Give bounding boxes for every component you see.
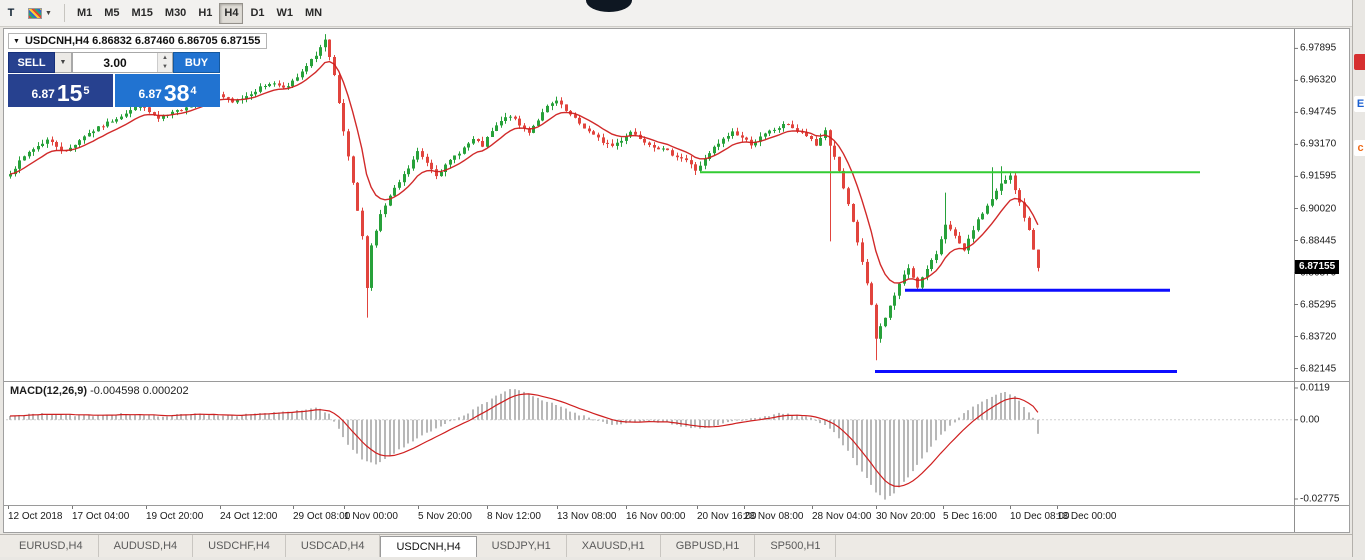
timeframe-d1[interactable]: D1 bbox=[250, 7, 265, 19]
price-label: 6.91595 bbox=[1300, 170, 1337, 182]
macd-value: -0.004598 bbox=[90, 385, 140, 397]
time-label: 5 Dec 16:00 bbox=[943, 511, 997, 522]
price-label: 6.83720 bbox=[1300, 331, 1337, 342]
buy-price-sup: 4 bbox=[190, 85, 197, 97]
toolbar-separator bbox=[63, 4, 65, 22]
timeframe-m30[interactable]: M30 bbox=[164, 7, 187, 19]
chart-tabs-bar: EURUSD,H4 AUDUSD,H4 USDCHF,H4 USDCAD,H4 USDC… bbox=[0, 534, 1353, 557]
time-label: 29 Oct 08:00 bbox=[293, 511, 351, 522]
chevron-down-icon: ▼ bbox=[45, 9, 52, 17]
time-label: 28 Nov 04:00 bbox=[812, 511, 872, 522]
macd-signal-value: 0.000202 bbox=[142, 385, 189, 397]
macd-axis-label: 0.0119 bbox=[1300, 382, 1330, 394]
desktop-icon-2[interactable]: E bbox=[1354, 96, 1365, 112]
price-label: 6.96320 bbox=[1300, 74, 1337, 86]
tab-usdcad-h4[interactable]: USDCAD,H4 bbox=[286, 535, 381, 557]
volume-field: ▲ ▼ bbox=[72, 52, 173, 73]
tab-audusd-h4[interactable]: AUDUSD,H4 bbox=[99, 535, 194, 557]
price-label: 6.85295 bbox=[1300, 299, 1337, 310]
volume-dropdown-button[interactable]: ▼ bbox=[55, 52, 72, 73]
tab-sp500-h1[interactable]: SP500,H1 bbox=[755, 535, 837, 557]
timeframe-h4[interactable]: H4 bbox=[219, 2, 244, 24]
tab-xauusd-h1[interactable]: XAUUSD,H1 bbox=[567, 535, 661, 557]
sell-price-prefix: 6.87 bbox=[31, 87, 55, 101]
buy-price-prefix: 6.87 bbox=[138, 87, 162, 101]
ohlc-info: ▼ USDCNH,H4 6.86832 6.87460 6.86705 6.87… bbox=[8, 33, 268, 49]
volume-spin-down[interactable]: ▼ bbox=[158, 62, 172, 72]
timeframe-m1[interactable]: M1 bbox=[76, 7, 93, 19]
time-label: 13 Nov 08:00 bbox=[557, 511, 617, 522]
tab-usdjpy-h1[interactable]: USDJPY,H1 bbox=[477, 535, 567, 557]
macd-axis-label: -0.02775 bbox=[1300, 493, 1340, 505]
time-label: 16 Nov 00:00 bbox=[626, 511, 686, 522]
chart-type-button[interactable]: T bbox=[1, 3, 21, 24]
tab-usdcnh-h4[interactable]: USDCNH,H4 bbox=[380, 536, 477, 557]
price-label: 6.93170 bbox=[1300, 138, 1337, 150]
time-label: 10 Dec 08:00 bbox=[1010, 511, 1070, 522]
background-logo-artifact bbox=[586, 0, 632, 12]
buy-price-big: 38 bbox=[163, 80, 190, 106]
price-label: 6.82145 bbox=[1300, 363, 1337, 374]
volume-spinner: ▲ ▼ bbox=[157, 53, 172, 72]
sell-price-sup: 5 bbox=[83, 85, 90, 97]
volume-input[interactable] bbox=[73, 53, 157, 72]
time-label: 19 Oct 20:00 bbox=[146, 511, 204, 522]
timeframe-w1[interactable]: W1 bbox=[276, 7, 294, 19]
time-label: 24 Oct 12:00 bbox=[220, 511, 278, 522]
desktop-icon-3[interactable]: c bbox=[1354, 140, 1365, 156]
ohlc-text: USDCNH,H4 6.86832 6.87460 6.86705 6.8715… bbox=[24, 35, 261, 47]
line-studies-button[interactable]: ▼ bbox=[23, 3, 57, 24]
timeframe-m15[interactable]: M15 bbox=[131, 7, 153, 19]
crayons-icon bbox=[28, 7, 42, 19]
timeframe-m5[interactable]: M5 bbox=[104, 7, 120, 19]
toolbar: T ▼ M1 M5 M15 M30 H1 H4 D1 W1 MN bbox=[0, 0, 1353, 27]
macd-axis-label: 0.00 bbox=[1300, 414, 1320, 426]
timeframe-mn[interactable]: MN bbox=[305, 7, 323, 19]
sell-price[interactable]: 6.87 15 5 bbox=[8, 74, 113, 107]
window-right-border bbox=[1352, 0, 1353, 557]
timeframe-group: M1 M5 M15 M30 H1 H4 D1 W1 MN bbox=[72, 2, 327, 24]
one-click-collapse-icon[interactable]: ▼ bbox=[13, 37, 20, 45]
one-click-panel: SELL ▼ ▲ ▼ BUY 6.87 15 5 6.87 38 4 bbox=[8, 52, 220, 107]
time-label: 8 Nov 12:00 bbox=[487, 511, 541, 522]
price-label: 6.88445 bbox=[1300, 235, 1337, 246]
price-label: 6.97895 bbox=[1300, 42, 1337, 54]
sell-button[interactable]: SELL bbox=[8, 52, 55, 73]
tab-eurusd-h4[interactable]: EURUSD,H4 bbox=[4, 535, 99, 557]
time-label: 20 Nov 16:00 bbox=[697, 511, 757, 522]
time-label: 12 Oct 2018 bbox=[8, 511, 63, 522]
volume-spin-up[interactable]: ▲ bbox=[158, 53, 172, 63]
time-label: 23 Nov 08:00 bbox=[744, 511, 804, 522]
macd-indicator-label: MACD(12,26,9) -0.004598 0.000202 bbox=[10, 385, 189, 397]
sell-price-big: 15 bbox=[56, 80, 83, 106]
buy-button[interactable]: BUY bbox=[173, 52, 220, 73]
current-price-tag: 6.87155 bbox=[1295, 259, 1340, 274]
time-label: 13 Dec 00:00 bbox=[1057, 511, 1117, 522]
tab-gbpusd-h1[interactable]: GBPUSD,H1 bbox=[661, 535, 756, 557]
macd-name: MACD(12,26,9) bbox=[10, 385, 88, 397]
price-label: 6.90020 bbox=[1300, 203, 1337, 214]
timeframe-h1[interactable]: H1 bbox=[198, 7, 213, 19]
chart-type-icon: T bbox=[7, 7, 15, 19]
time-label: 17 Oct 04:00 bbox=[72, 511, 130, 522]
time-label: 30 Nov 20:00 bbox=[876, 511, 936, 522]
desktop-icon-1[interactable] bbox=[1354, 54, 1365, 70]
time-label: 1 Nov 00:00 bbox=[344, 511, 398, 522]
time-label: 5 Nov 20:00 bbox=[418, 511, 472, 522]
price-label: 6.94745 bbox=[1300, 106, 1337, 118]
tab-usdchf-h4[interactable]: USDCHF,H4 bbox=[193, 535, 286, 557]
buy-price[interactable]: 6.87 38 4 bbox=[115, 74, 220, 107]
